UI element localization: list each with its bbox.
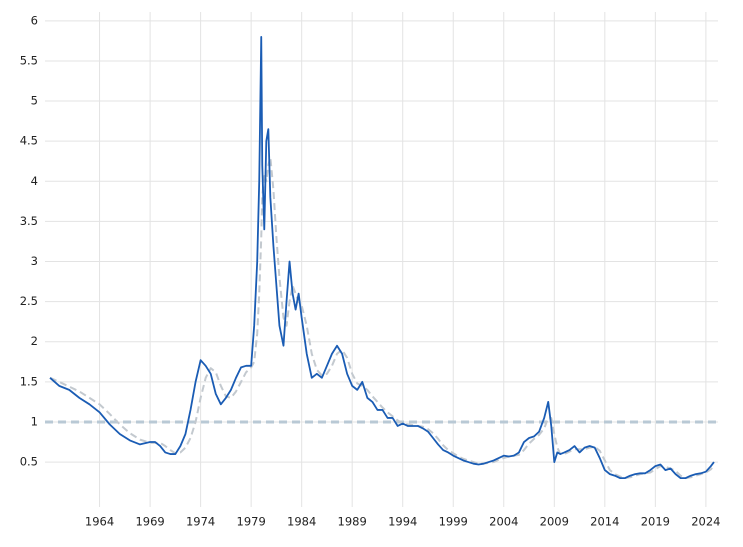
x-tick-label: 2024 [691,515,720,529]
y-tick-label: 5.5 [20,53,38,67]
x-tick-label: 1969 [135,515,164,529]
x-tick-label: 1964 [85,515,114,529]
series-line [49,156,715,480]
x-tick-label: 1989 [338,515,367,529]
y-tick-label: 4.5 [20,134,38,148]
x-tick-label: 1979 [237,515,266,529]
x-tick-label: 1984 [287,515,316,529]
y-tick-label: 3 [31,254,38,268]
series-line [49,35,715,480]
x-tick-label: 1974 [186,515,215,529]
y-tick-label: 1 [31,414,38,428]
x-tick-label: 1994 [388,515,417,529]
x-tick-label: 2009 [540,515,569,529]
y-tick-label: 2 [31,334,38,348]
y-tick-label: 1.5 [20,374,38,388]
y-tick-label: 3.5 [20,214,38,228]
y-tick-label: 6 [31,13,38,27]
x-tick-label: 2014 [590,515,619,529]
x-tick-label: 1999 [439,515,468,529]
x-tick-label: 2004 [489,515,518,529]
y-tick-label: 0.5 [20,455,38,469]
y-tick-label: 5 [31,94,38,108]
y-tick-label: 4 [31,174,38,188]
x-tick-label: 2019 [641,515,670,529]
y-tick-label: 2.5 [20,294,38,308]
